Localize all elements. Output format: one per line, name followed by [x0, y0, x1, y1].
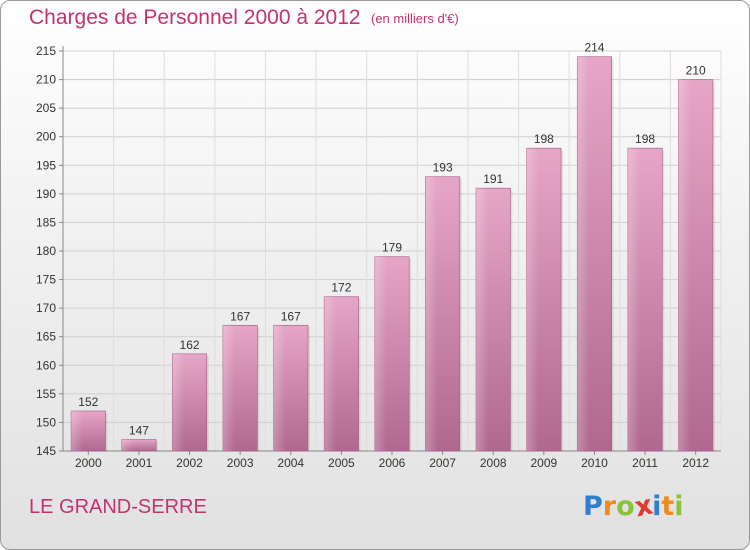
- bar-highlight: [526, 148, 539, 451]
- logo-letter: i: [674, 491, 684, 522]
- data-label: 167: [281, 309, 301, 323]
- chart-subtitle: (en milliers d'€): [371, 11, 459, 26]
- x-tick-label: 2004: [277, 456, 304, 470]
- logo-letter: P: [583, 491, 603, 522]
- logo-letter: i: [652, 491, 662, 522]
- bar-highlight: [71, 411, 84, 451]
- x-tick-label: 2010: [581, 456, 608, 470]
- y-tick-label: 160: [36, 358, 56, 372]
- data-label: 191: [483, 172, 503, 186]
- bar-highlight: [374, 256, 387, 451]
- x-tick-label: 2012: [682, 456, 709, 470]
- y-tick-label: 210: [36, 73, 56, 87]
- x-tick-label: 2008: [480, 456, 507, 470]
- y-tick-label: 190: [36, 187, 56, 201]
- y-tick-label: 155: [36, 387, 56, 401]
- y-tick-label: 200: [36, 130, 56, 144]
- data-label: 167: [230, 309, 250, 323]
- y-tick-label: 175: [36, 273, 56, 287]
- bar-highlight: [172, 353, 185, 451]
- bar-highlight: [627, 148, 640, 451]
- data-label: 214: [584, 41, 604, 55]
- data-label: 210: [686, 64, 706, 78]
- bar-highlight: [324, 296, 337, 451]
- y-tick-label: 145: [36, 444, 56, 458]
- bar-highlight: [425, 176, 438, 451]
- logo-letter: t: [661, 491, 675, 522]
- x-tick-label: 2007: [429, 456, 456, 470]
- y-tick-label: 215: [36, 44, 56, 58]
- bar-highlight: [577, 56, 590, 451]
- data-label: 147: [129, 424, 149, 438]
- data-label: 198: [635, 132, 655, 146]
- data-label: 193: [433, 161, 453, 175]
- data-label: 172: [331, 281, 351, 295]
- y-tick-label: 205: [36, 101, 56, 115]
- bar-highlight: [222, 325, 235, 451]
- y-tick-label: 185: [36, 215, 56, 229]
- bar-highlight: [121, 439, 134, 451]
- data-label: 162: [180, 338, 200, 352]
- x-tick-label: 2000: [75, 456, 102, 470]
- data-label: 179: [382, 241, 402, 255]
- x-tick-label: 2009: [530, 456, 557, 470]
- x-tick-label: 2011: [632, 456, 658, 470]
- proxiti-logo: Proxiti: [583, 490, 684, 524]
- y-tick-label: 195: [36, 158, 56, 172]
- x-tick-label: 2003: [227, 456, 254, 470]
- x-tick-label: 2005: [328, 456, 355, 470]
- x-tick-label: 2006: [379, 456, 406, 470]
- y-tick-label: 180: [36, 244, 56, 258]
- chart-title: Charges de Personnel 2000 à 2012: [29, 6, 361, 29]
- bar-highlight: [273, 325, 286, 451]
- data-label: 198: [534, 132, 554, 146]
- data-label: 152: [78, 395, 98, 409]
- y-tick-label: 150: [36, 415, 56, 429]
- y-tick-label: 170: [36, 301, 56, 315]
- x-tick-label: 2001: [126, 456, 153, 470]
- logo-letter: r: [602, 491, 617, 522]
- y-tick-label: 165: [36, 330, 56, 344]
- place-name: LE GRAND-SERRE: [29, 496, 207, 518]
- logo-letter: o: [616, 491, 635, 522]
- bar-highlight: [678, 79, 691, 452]
- bar-highlight: [476, 188, 489, 451]
- x-tick-label: 2002: [176, 456, 203, 470]
